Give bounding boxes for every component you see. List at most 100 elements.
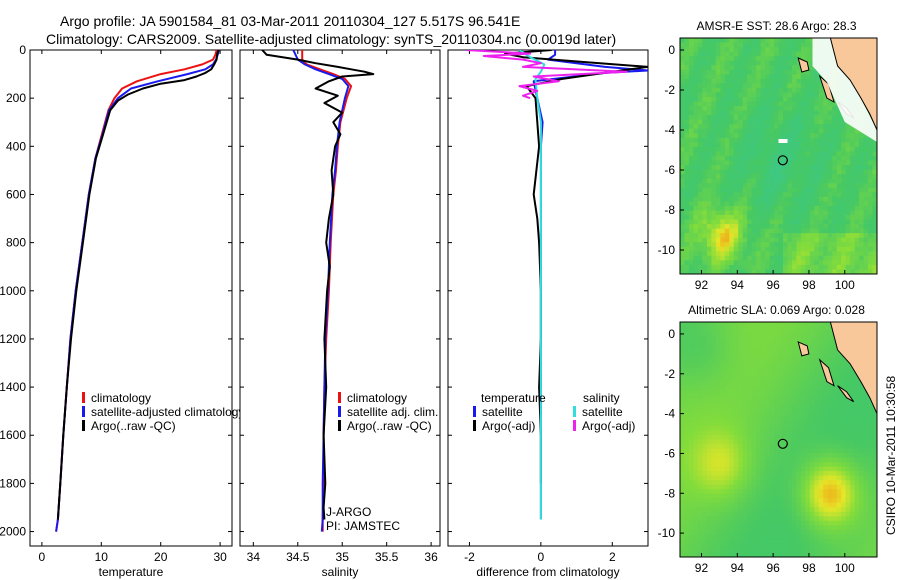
sla-map-cell: [684, 394, 690, 400]
sla-map-cell: [827, 475, 833, 481]
sla-map-cell: [787, 552, 793, 557]
sst-map-cell: [791, 228, 798, 234]
sla-map-cell: [680, 335, 686, 341]
sst-map-cell: [724, 205, 730, 212]
sst-map-cell: [827, 233, 833, 239]
sst-map-cell: [756, 142, 762, 148]
sla-map-cell: [715, 421, 721, 427]
sst-map-cell: [756, 255, 762, 261]
sst-map-cell: [738, 42, 744, 48]
salinity-xtick-label: 35.5: [375, 550, 399, 564]
sst-map-cell: [680, 264, 686, 271]
sla-map-cell: [787, 407, 793, 413]
sst-map-cell: [791, 146, 798, 153]
sla-map-cell: [760, 434, 766, 441]
sla-map-cell: [778, 543, 784, 549]
sst-map-cell: [724, 38, 730, 44]
sst-map-cell: [854, 142, 860, 148]
sla-map-cell: [805, 529, 811, 535]
sla-map-cell: [800, 507, 806, 513]
sla-map-cell: [791, 516, 798, 522]
sst-map-cell: [814, 110, 820, 116]
sst-map-cell: [854, 169, 860, 175]
sla-map-cell: [702, 466, 708, 472]
sst-map-cell: [747, 97, 753, 103]
sst-map-cell: [680, 78, 686, 84]
sla-map-cell: [805, 398, 811, 404]
sst-map-cell: [711, 219, 717, 225]
sst-map-cell: [832, 128, 838, 134]
sst-map-cell: [715, 124, 721, 130]
sst-map-cell: [706, 110, 712, 116]
sst-map-land-island: [818, 74, 835, 104]
sla-map-cell: [814, 543, 820, 549]
sst-map-cell: [774, 255, 780, 261]
salinity-legend-swatch: [338, 392, 341, 403]
sla-map-cell: [841, 367, 847, 373]
sla-map-cell: [720, 552, 726, 557]
sst-map-cell: [787, 101, 793, 107]
sla-map-cell: [751, 484, 757, 490]
sla-map-cell: [787, 493, 793, 499]
sla-map-cell: [729, 371, 735, 377]
sla-map-cell: [715, 389, 721, 395]
sst-map-cell: [680, 255, 686, 261]
sla-map-cell: [720, 484, 726, 490]
sla-map-cell: [751, 412, 757, 418]
sst-map-cell: [778, 115, 784, 121]
sla-map-cell: [809, 466, 815, 472]
sla-map-cell: [747, 475, 753, 481]
sla-map-cell: [782, 525, 789, 531]
sla-map-cell: [756, 498, 762, 504]
sst-map-cell: [774, 169, 780, 175]
sla-map-cell: [782, 434, 789, 441]
sst-map-cell: [711, 178, 717, 184]
sst-map-cell: [688, 160, 695, 166]
sst-map-cell: [702, 106, 708, 112]
sla-map-cell: [814, 340, 820, 346]
sla-map-cell: [693, 322, 699, 328]
sla-map-cell: [827, 484, 833, 490]
sst-map-cell: [845, 183, 851, 189]
sst-map-cell: [720, 183, 726, 189]
sst-map-cell: [845, 169, 851, 175]
sst-map-cell: [751, 87, 757, 94]
sst-map-cell: [818, 192, 824, 198]
sla-map-ytick-label: -4: [664, 407, 675, 421]
sst-map-cell: [787, 151, 793, 157]
difference-xlabel: difference from climatology: [476, 565, 619, 579]
sla-map-cell: [832, 412, 838, 418]
sst-map-cell: [724, 224, 730, 230]
sla-map-cell: [841, 398, 847, 404]
temperature-legend-swatch: [82, 420, 85, 431]
sla-map-cell: [814, 448, 820, 454]
sla-map-cell: [702, 421, 708, 427]
sst-map-cell: [751, 124, 757, 130]
sst-map-cell: [769, 187, 775, 193]
sst-map-cell: [868, 210, 874, 216]
sla-map-cell: [706, 552, 712, 557]
sst-map-cell: [711, 246, 717, 252]
sla-map-cell: [800, 389, 806, 395]
sla-map-cell: [774, 340, 780, 346]
sla-map-cell: [836, 425, 842, 432]
sst-map-cell: [854, 242, 860, 248]
sst-map-cell: [859, 192, 865, 198]
sst-map-cell: [787, 246, 793, 252]
sst-map-cell: [832, 210, 838, 216]
sla-map-cell: [756, 389, 762, 395]
sla-map-cell: [733, 448, 739, 454]
sst-map-cell: [765, 115, 771, 121]
sst-map-cell: [751, 205, 757, 212]
sla-map-cell: [738, 543, 744, 549]
sst-map-cell: [756, 128, 762, 134]
sla-map-cell: [796, 507, 802, 513]
sla-map-cell: [787, 475, 793, 481]
sst-map-cell: [782, 169, 789, 175]
sst-map-cell: [688, 74, 695, 80]
sst-map-cell: [742, 47, 748, 53]
sla-map-cell: [827, 552, 833, 557]
sla-map-cell: [756, 412, 762, 418]
sst-map-cell: [733, 237, 739, 243]
sla-map-cell: [711, 498, 717, 504]
